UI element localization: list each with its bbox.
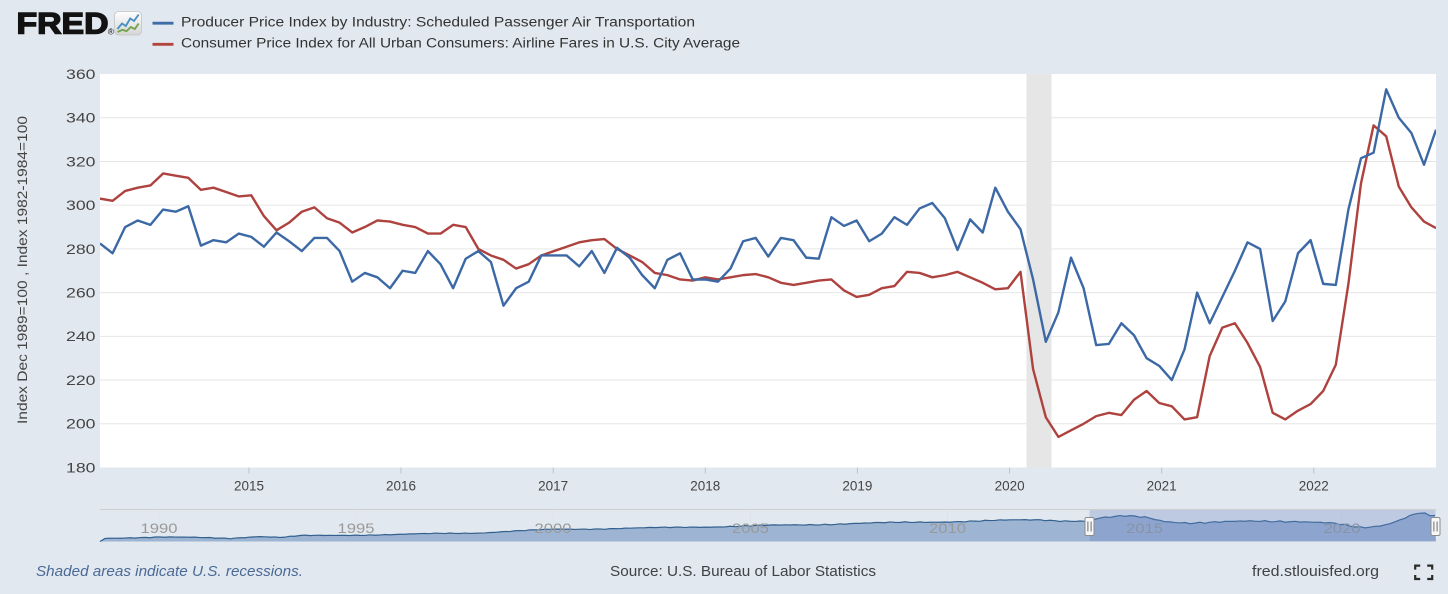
- svg-text:2005: 2005: [732, 520, 769, 536]
- svg-text:Consumer Price Index for All U: Consumer Price Index for All Urban Consu…: [181, 36, 740, 52]
- svg-text:2019: 2019: [842, 478, 872, 493]
- svg-text:2015: 2015: [234, 478, 264, 493]
- svg-text:®: ®: [108, 27, 115, 37]
- svg-text:300: 300: [66, 198, 96, 213]
- svg-text:2000: 2000: [535, 520, 572, 536]
- svg-text:200: 200: [66, 417, 96, 432]
- svg-text:2015: 2015: [1126, 520, 1163, 536]
- svg-text:360: 360: [66, 67, 96, 82]
- svg-text:2016: 2016: [386, 478, 416, 493]
- svg-text:320: 320: [66, 154, 96, 169]
- svg-text:2021: 2021: [1147, 478, 1177, 493]
- svg-text:280: 280: [66, 242, 96, 257]
- svg-text:Source: U.S. Bureau of Labor S: Source: U.S. Bureau of Labor Statistics: [610, 563, 876, 580]
- svg-text:2022: 2022: [1299, 478, 1329, 493]
- svg-text:fred.stlouisfed.org: fred.stlouisfed.org: [1252, 563, 1379, 580]
- svg-text:Producer Price Index by Indust: Producer Price Index by Industry: Schedu…: [181, 14, 695, 30]
- svg-text:2018: 2018: [690, 478, 720, 493]
- svg-text:220: 220: [66, 373, 96, 388]
- svg-text:240: 240: [66, 329, 96, 344]
- svg-text:2020: 2020: [1324, 520, 1361, 536]
- svg-text:180: 180: [66, 460, 96, 475]
- svg-text:2020: 2020: [995, 478, 1025, 493]
- svg-text:2017: 2017: [538, 478, 568, 493]
- svg-text:2010: 2010: [929, 520, 966, 536]
- svg-text:260: 260: [66, 286, 96, 301]
- svg-text:1995: 1995: [338, 520, 375, 536]
- svg-text:1990: 1990: [141, 520, 178, 536]
- svg-text:Index Dec 1989=100 , Index 198: Index Dec 1989=100 , Index 1982-1984=100: [15, 116, 30, 424]
- svg-text:FRED: FRED: [17, 8, 109, 41]
- svg-text:340: 340: [66, 111, 96, 126]
- svg-text:Shaded areas indicate U.S. rec: Shaded areas indicate U.S. recessions.: [36, 563, 303, 580]
